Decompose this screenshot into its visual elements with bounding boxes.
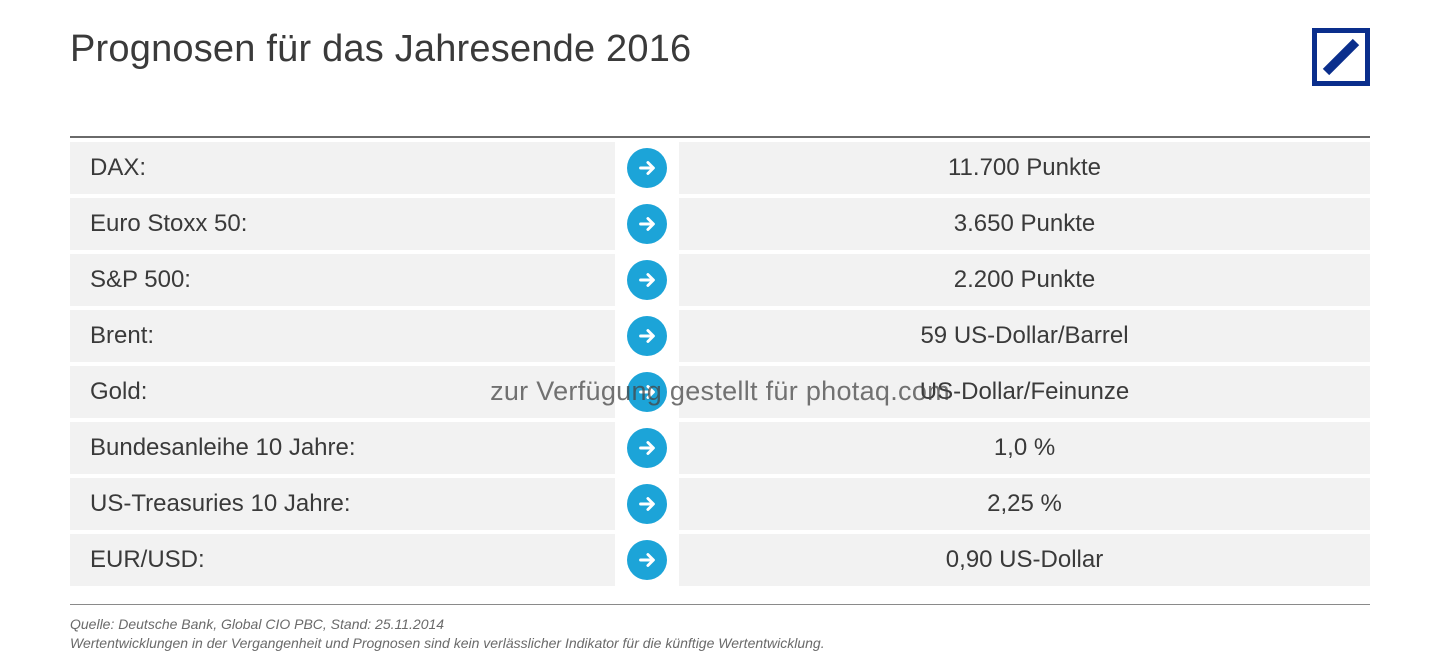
forecast-value: 2.200 Punkte	[679, 254, 1370, 306]
db-logo-icon	[1312, 28, 1370, 86]
forecast-label: Euro Stoxx 50:	[70, 198, 615, 250]
table-row: EUR/USD: 0,90 US-Dollar	[70, 534, 1370, 586]
forecast-value: US-Dollar/Feinunze	[679, 366, 1370, 418]
arrow-right-icon	[627, 540, 667, 580]
arrow-cell	[621, 366, 673, 418]
table-row: Bundesanleihe 10 Jahre: 1,0 %	[70, 422, 1370, 474]
footnote: Quelle: Deutsche Bank, Global CIO PBC, S…	[70, 615, 1370, 653]
arrow-right-icon	[627, 484, 667, 524]
arrow-right-icon	[627, 204, 667, 244]
arrow-cell	[621, 534, 673, 586]
forecast-label: US-Treasuries 10 Jahre:	[70, 478, 615, 530]
top-divider	[70, 136, 1370, 138]
forecast-value: 11.700 Punkte	[679, 142, 1370, 194]
forecast-rows: DAX: 11.700 Punkte Euro Stoxx 50: 3.650 …	[70, 142, 1370, 586]
footnote-disclaimer: Wertentwicklungen in der Vergangenheit u…	[70, 634, 1370, 653]
arrow-cell	[621, 310, 673, 362]
slide: Prognosen für das Jahresende 2016 DAX: 1…	[0, 0, 1440, 638]
arrow-cell	[621, 198, 673, 250]
arrow-right-icon	[627, 428, 667, 468]
arrow-cell	[621, 142, 673, 194]
table-row: Euro Stoxx 50: 3.650 Punkte	[70, 198, 1370, 250]
footnote-source: Quelle: Deutsche Bank, Global CIO PBC, S…	[70, 615, 1370, 634]
forecast-label: DAX:	[70, 142, 615, 194]
forecast-value: 59 US-Dollar/Barrel	[679, 310, 1370, 362]
header: Prognosen für das Jahresende 2016	[70, 28, 1370, 86]
forecast-label: Bundesanleihe 10 Jahre:	[70, 422, 615, 474]
table-row: DAX: 11.700 Punkte	[70, 142, 1370, 194]
forecast-label: S&P 500:	[70, 254, 615, 306]
table-row: Brent: 59 US-Dollar/Barrel	[70, 310, 1370, 362]
arrow-right-icon	[627, 260, 667, 300]
forecast-label: EUR/USD:	[70, 534, 615, 586]
arrow-cell	[621, 254, 673, 306]
arrow-cell	[621, 478, 673, 530]
arrow-cell	[621, 422, 673, 474]
forecast-label: Brent:	[70, 310, 615, 362]
forecast-value: 2,25 %	[679, 478, 1370, 530]
forecast-value: 3.650 Punkte	[679, 198, 1370, 250]
page-title: Prognosen für das Jahresende 2016	[70, 28, 691, 71]
arrow-right-icon	[627, 148, 667, 188]
forecast-value: 1,0 %	[679, 422, 1370, 474]
arrow-right-icon	[627, 372, 667, 412]
table-row: S&P 500: 2.200 Punkte	[70, 254, 1370, 306]
forecast-label: Gold:	[70, 366, 615, 418]
forecast-value: 0,90 US-Dollar	[679, 534, 1370, 586]
arrow-right-icon	[627, 316, 667, 356]
bottom-divider	[70, 604, 1370, 605]
table-row: Gold: US-Dollar/Feinunze	[70, 366, 1370, 418]
table-row: US-Treasuries 10 Jahre: 2,25 %	[70, 478, 1370, 530]
